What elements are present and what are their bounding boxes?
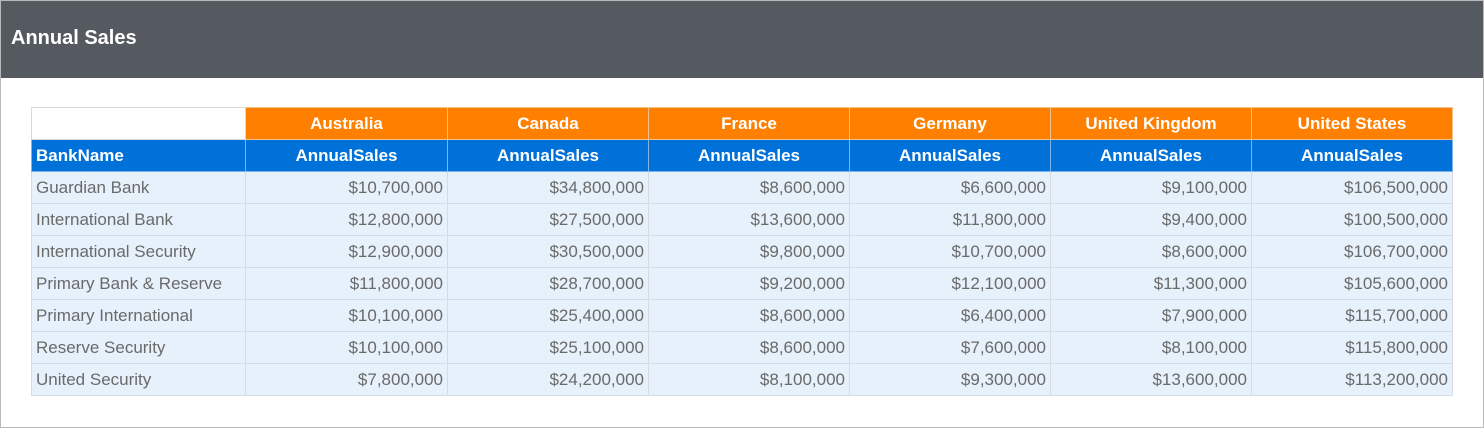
column-header-measure[interactable]: AnnualSales: [1050, 139, 1252, 172]
annual-sales-cell: $9,100,000: [1050, 171, 1252, 204]
annual-sales-cell: $6,600,000: [849, 171, 1051, 204]
annual-sales-cell: $100,500,000: [1251, 203, 1453, 236]
annual-sales-cell: $11,800,000: [849, 203, 1051, 236]
column-header-measure[interactable]: AnnualSales: [447, 139, 649, 172]
bank-name-cell: Guardian Bank: [31, 171, 246, 204]
annual-sales-cell: $8,600,000: [1050, 235, 1252, 268]
annual-sales-cell: $8,600,000: [648, 331, 850, 364]
bank-name-cell: Primary Bank & Reserve: [31, 267, 246, 300]
annual-sales-cell: $9,400,000: [1050, 203, 1252, 236]
annual-sales-cell: $8,100,000: [1050, 331, 1252, 364]
table-row: Reserve Security $10,100,000 $25,100,000 $8…: [31, 331, 1453, 364]
column-header-measure[interactable]: AnnualSales: [1251, 139, 1453, 172]
column-header-country[interactable]: Germany: [849, 107, 1051, 140]
annual-sales-cell: $6,400,000: [849, 299, 1051, 332]
pivot-table: Australia Canada France Germany United K…: [31, 107, 1453, 396]
corner-cell: [31, 107, 246, 140]
annual-sales-cell: $28,700,000: [447, 267, 649, 300]
annual-sales-cell: $106,700,000: [1251, 235, 1453, 268]
country-header-row: Australia Canada France Germany United K…: [31, 107, 1453, 140]
column-header-bankname[interactable]: BankName: [31, 139, 246, 172]
annual-sales-cell: $8,600,000: [648, 299, 850, 332]
annual-sales-cell: $8,600,000: [648, 171, 850, 204]
annual-sales-cell: $25,400,000: [447, 299, 649, 332]
annual-sales-cell: $9,300,000: [849, 363, 1051, 396]
bank-name-cell: Primary International: [31, 299, 246, 332]
column-header-country[interactable]: France: [648, 107, 850, 140]
annual-sales-cell: $10,100,000: [245, 331, 448, 364]
annual-sales-cell: $12,800,000: [245, 203, 448, 236]
annual-sales-cell: $7,600,000: [849, 331, 1051, 364]
annual-sales-cell: $11,800,000: [245, 267, 448, 300]
title-bar: Annual Sales: [1, 1, 1483, 78]
annual-sales-cell: $10,100,000: [245, 299, 448, 332]
annual-sales-cell: $7,900,000: [1050, 299, 1252, 332]
annual-sales-cell: $7,800,000: [245, 363, 448, 396]
annual-sales-cell: $115,800,000: [1251, 331, 1453, 364]
column-header-measure[interactable]: AnnualSales: [648, 139, 850, 172]
annual-sales-cell: $13,600,000: [648, 203, 850, 236]
annual-sales-cell: $10,700,000: [849, 235, 1051, 268]
column-header-country[interactable]: Canada: [447, 107, 649, 140]
column-header-measure[interactable]: AnnualSales: [245, 139, 448, 172]
annual-sales-cell: $113,200,000: [1251, 363, 1453, 396]
table-row: Guardian Bank $10,700,000 $34,800,000 $8,60…: [31, 171, 1453, 204]
annual-sales-cell: $34,800,000: [447, 171, 649, 204]
column-header-measure[interactable]: AnnualSales: [849, 139, 1051, 172]
annual-sales-cell: $12,900,000: [245, 235, 448, 268]
annual-sales-cell: $13,600,000: [1050, 363, 1252, 396]
column-header-country[interactable]: United States: [1251, 107, 1453, 140]
table-row: International Security $12,900,000 $30,500…: [31, 235, 1453, 268]
column-header-country[interactable]: United Kingdom: [1050, 107, 1252, 140]
annual-sales-cell: $11,300,000: [1050, 267, 1252, 300]
column-header-country[interactable]: Australia: [245, 107, 448, 140]
annual-sales-cell: $9,200,000: [648, 267, 850, 300]
bank-name-cell: International Security: [31, 235, 246, 268]
annual-sales-cell: $24,200,000: [447, 363, 649, 396]
annual-sales-cell: $115,700,000: [1251, 299, 1453, 332]
bank-name-cell: Reserve Security: [31, 331, 246, 364]
annual-sales-cell: $12,100,000: [849, 267, 1051, 300]
annual-sales-cell: $106,500,000: [1251, 171, 1453, 204]
annual-sales-cell: $27,500,000: [447, 203, 649, 236]
table-row: Primary Bank & Reserve $11,800,000 $28,700…: [31, 267, 1453, 300]
table-row: United Security $7,800,000 $24,200,000 $8,1…: [31, 363, 1453, 396]
table-row: Primary International $10,100,000 $25,400,…: [31, 299, 1453, 332]
bank-name-cell: United Security: [31, 363, 246, 396]
annual-sales-cell: $105,600,000: [1251, 267, 1453, 300]
annual-sales-cell: $8,100,000: [648, 363, 850, 396]
report-title: Annual Sales: [11, 27, 137, 49]
annual-sales-cell: $30,500,000: [447, 235, 649, 268]
annual-sales-cell: $9,800,000: [648, 235, 850, 268]
field-header-row: BankName AnnualSales AnnualSales AnnualS…: [31, 139, 1453, 172]
table-row: International Bank $12,800,000 $27,500,000…: [31, 203, 1453, 236]
annual-sales-cell: $25,100,000: [447, 331, 649, 364]
bank-name-cell: International Bank: [31, 203, 246, 236]
annual-sales-cell: $10,700,000: [245, 171, 448, 204]
